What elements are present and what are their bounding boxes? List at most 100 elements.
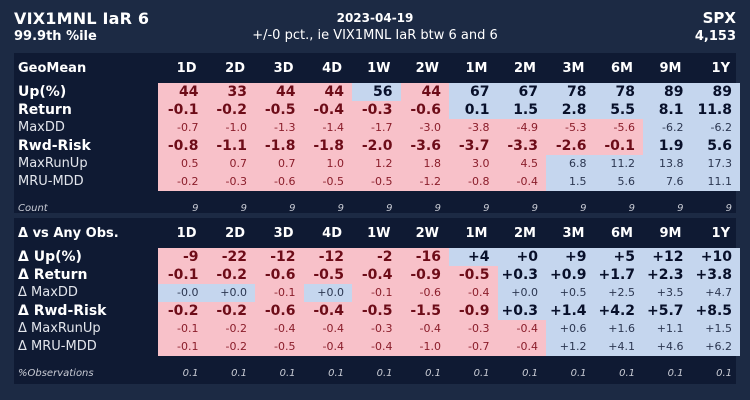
- table-cell: -12: [303, 248, 352, 266]
- count-label: Count: [18, 202, 48, 214]
- count-cell: 9: [483, 202, 490, 214]
- table-cell: +3.8: [691, 266, 740, 284]
- period-header-6m: 6M: [611, 60, 633, 76]
- row-label: Δ MaxDD: [18, 285, 78, 300]
- table-cell: 89: [643, 83, 692, 101]
- table-cell: +0.0: [497, 284, 546, 302]
- period-header-1w: 1W: [367, 225, 391, 241]
- count-cell: 0.1: [376, 367, 393, 379]
- period-header-1w: 1W: [367, 60, 391, 76]
- table-cell: -0.8: [449, 173, 498, 191]
- count-cell: 9: [531, 202, 538, 214]
- table-cell: +5.7: [643, 302, 692, 320]
- table-cell: 1.5: [546, 173, 595, 191]
- table-cell: +9: [546, 248, 595, 266]
- count-cell: 9: [677, 202, 684, 214]
- count-cell: 0.1: [619, 367, 635, 379]
- table-cell: -0.5: [255, 101, 304, 119]
- table-cell: -1.5: [400, 302, 449, 320]
- table-cell: -0.2: [206, 266, 255, 284]
- period-header-1d: 1D: [176, 225, 197, 241]
- period-header-3d: 3D: [273, 225, 294, 241]
- table-cell: -12: [255, 248, 304, 266]
- table-cell: -0.1: [352, 284, 401, 302]
- count-cell: 0.1: [522, 367, 538, 379]
- table-cell: 1.2: [352, 155, 401, 173]
- table-cell: -0.5: [303, 173, 352, 191]
- table-cell: +0.3: [497, 302, 546, 320]
- table-row-delta-rwd-risk: Δ Rwd-Risk -0.2 -0.2 -0.6 -0.4 -0.5 -1.5 -0.9 +0…: [14, 302, 740, 320]
- period-header-1d: 1D: [176, 60, 197, 76]
- period-header-1y: 1Y: [711, 60, 730, 76]
- period-header-2m: 2M: [514, 225, 536, 241]
- table-cell: -1.8: [255, 137, 304, 155]
- table-cell: -2.0: [352, 137, 401, 155]
- table-cell: -0.4: [303, 101, 352, 119]
- count-cell: 9: [240, 202, 247, 214]
- count-cell: 0.1: [328, 367, 344, 379]
- row-label: Δ Return: [18, 267, 88, 283]
- table-cell: 5.5: [594, 101, 643, 119]
- row-label: MaxRunUp: [18, 156, 88, 171]
- table-cell: -1.2: [400, 173, 449, 191]
- table-cell: -0.5: [352, 302, 401, 320]
- table-cell: -0.2: [206, 302, 255, 320]
- period-header-9m: 9M: [659, 225, 682, 241]
- table-cell: -3.8: [449, 119, 498, 137]
- table-cell: -0.4: [303, 302, 352, 320]
- table-row-rwd-risk: Rwd-Risk -0.8 -1.1 -1.8 -1.8 -2.0 -3.6 -3.7 -3.3…: [14, 137, 740, 155]
- ticker-price: 4,153: [694, 29, 736, 44]
- table-cell: -0.6: [400, 284, 449, 302]
- table-cell: 44: [158, 83, 207, 101]
- table-cell: -0.4: [449, 284, 498, 302]
- table-cell: -0.3: [206, 173, 255, 191]
- count-cell: 9: [289, 202, 296, 214]
- table-cell: +0.0: [206, 284, 255, 302]
- table-header-row: GeoMean 1D 2D 3D 4D 1W 2W 1M 2M 3M 6M 9M 1Y: [14, 53, 740, 83]
- count-cell: 9: [434, 202, 441, 214]
- table-row-return: Return -0.1 -0.2 -0.5 -0.4 -0.3 -0.6 0.1 1.5 2.8 5…: [14, 101, 740, 119]
- table-cell: -0.1: [255, 284, 304, 302]
- table-cell: 11.8: [691, 101, 740, 119]
- table-header-label: Δ vs Any Obs.: [18, 225, 119, 241]
- count-cell: 0.1: [667, 367, 684, 379]
- table-cell: 44: [400, 83, 449, 101]
- table-cell: -0.4: [400, 320, 449, 338]
- row-label: Δ Up(%): [18, 249, 82, 265]
- table-cell: 5.6: [691, 137, 740, 155]
- table-cell: +0.0: [303, 284, 352, 302]
- table-row-up-pct: Up(%) 44 33 44 44 56 44 67 67 78 78 89 89: [14, 83, 740, 101]
- table-cell: 1.0: [303, 155, 352, 173]
- row-label: Rwd-Risk: [18, 138, 91, 154]
- table-cell: -0.2: [158, 302, 207, 320]
- table-cell: +0.6: [546, 320, 595, 338]
- count-cell: 9: [337, 202, 344, 214]
- table-cell: -16: [400, 248, 449, 266]
- table-cell: -0.8: [158, 137, 207, 155]
- table-cell: -0.6: [255, 173, 304, 191]
- table-cell: +4.2: [594, 302, 643, 320]
- table-cell: -6.2: [643, 119, 692, 137]
- table-cell: -0.5: [255, 338, 304, 356]
- table-cell: +0: [497, 248, 546, 266]
- table-cell: -0.5: [352, 173, 401, 191]
- table-cell: +10: [691, 248, 740, 266]
- count-cell: 0.1: [182, 367, 199, 379]
- table-cell: 11.2: [594, 155, 643, 173]
- table-cell: -0.3: [449, 320, 498, 338]
- count-row: Count 9 9 9 9 9 9 9 9 9 9 9 9: [14, 195, 740, 221]
- table-cell: 1.9: [643, 137, 692, 155]
- report-date: 2023-04-19: [336, 11, 414, 25]
- table-cell: 0.5: [158, 155, 207, 173]
- table-cell: 5.6: [594, 173, 643, 191]
- count-cell: 0.1: [425, 367, 441, 379]
- table-cell: -0.1: [158, 320, 207, 338]
- period-header-4d: 4D: [322, 225, 342, 241]
- table-cell: -0.2: [206, 101, 255, 119]
- table-cell: -1.8: [303, 137, 352, 155]
- table-cell: 4.5: [497, 155, 546, 173]
- count-label: %Observations: [18, 367, 94, 379]
- table-cell: -0.4: [497, 320, 546, 338]
- table-cell: -5.3: [546, 119, 595, 137]
- table-cell: -0.2: [206, 338, 255, 356]
